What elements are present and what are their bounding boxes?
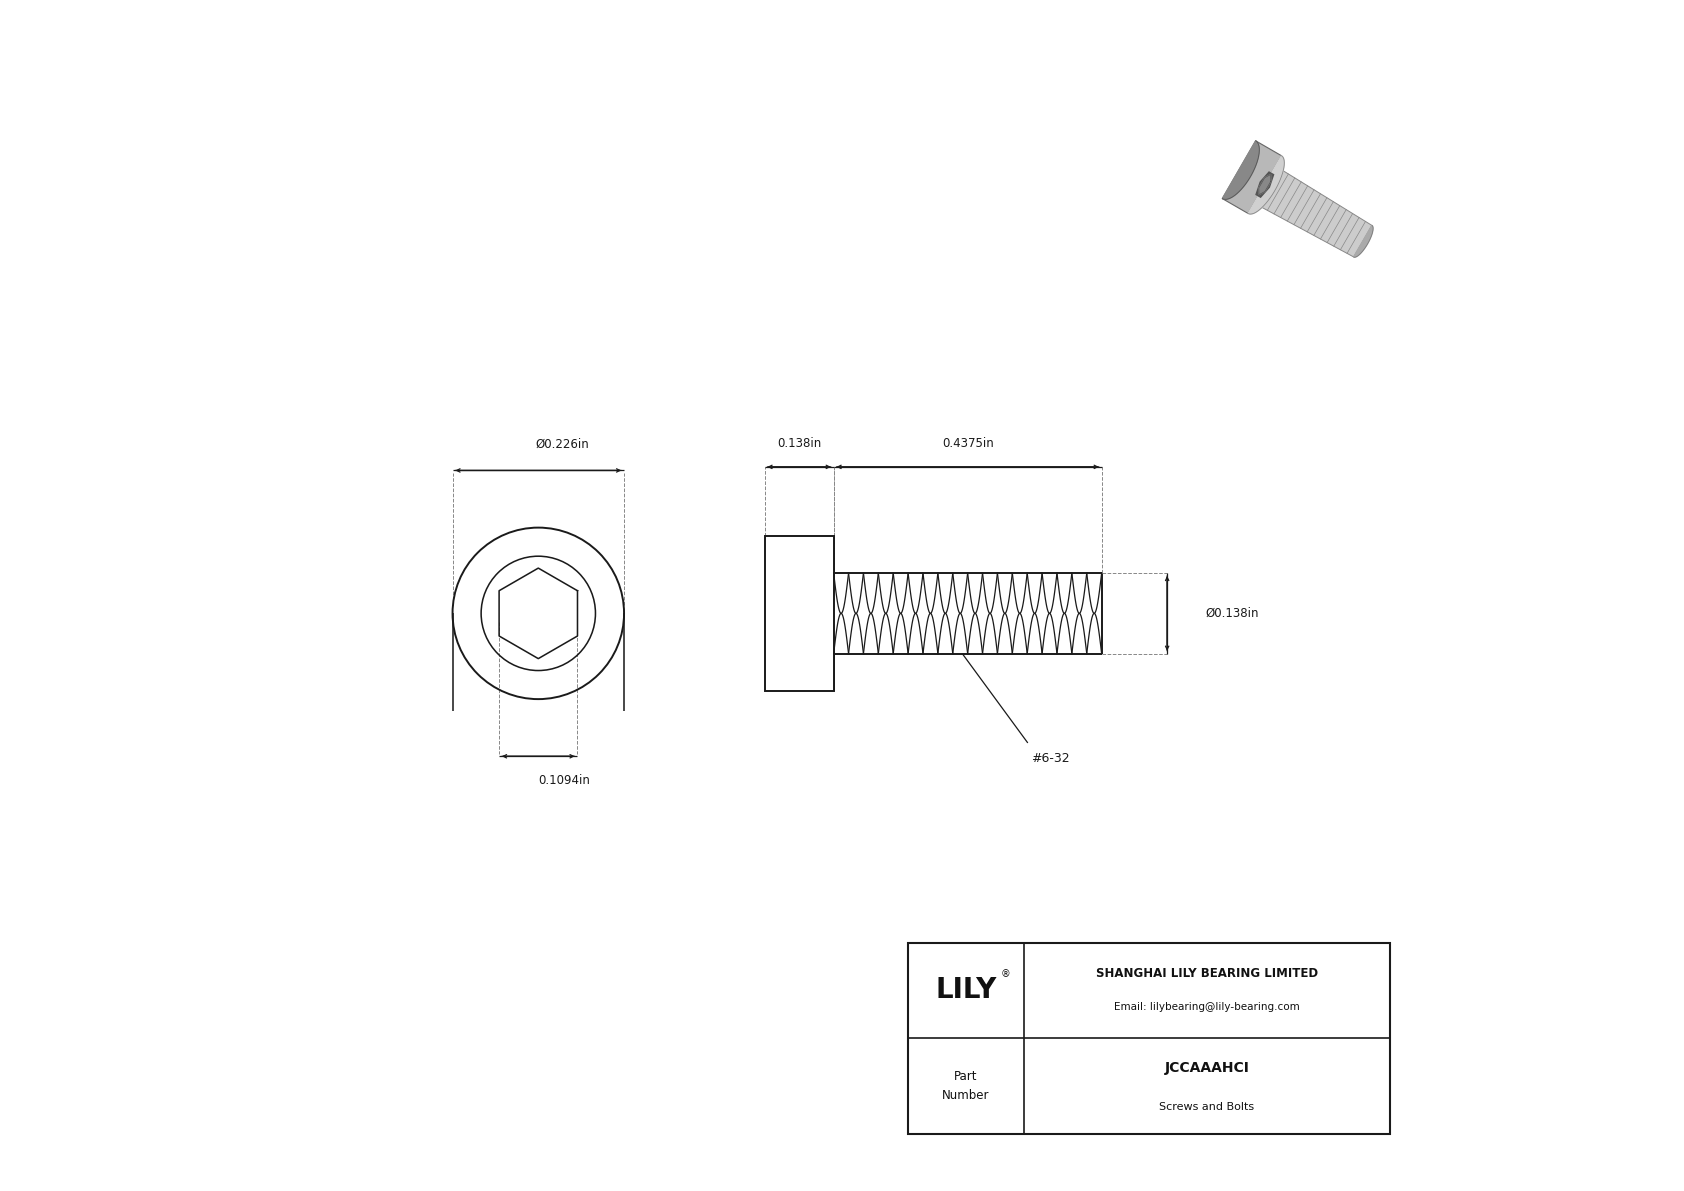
Text: Ø0.138in: Ø0.138in <box>1206 607 1260 619</box>
Text: SHANGHAI LILY BEARING LIMITED: SHANGHAI LILY BEARING LIMITED <box>1096 967 1319 980</box>
Text: 0.1094in: 0.1094in <box>539 774 591 786</box>
Polygon shape <box>1223 141 1260 199</box>
Polygon shape <box>1255 166 1372 257</box>
Bar <box>908 943 1389 1134</box>
Polygon shape <box>1354 225 1372 257</box>
Text: LILY: LILY <box>935 977 997 1004</box>
Polygon shape <box>1260 175 1271 194</box>
Text: JCCAAAHCI: JCCAAAHCI <box>1165 1061 1250 1075</box>
Bar <box>908 943 1389 1134</box>
Text: #6-32: #6-32 <box>1031 753 1069 766</box>
Text: ®: ® <box>1000 968 1010 979</box>
Text: Part
Number: Part Number <box>941 1070 990 1102</box>
Bar <box>765 536 834 691</box>
Text: 0.4375in: 0.4375in <box>941 437 994 449</box>
Polygon shape <box>1256 172 1273 198</box>
Polygon shape <box>1248 156 1285 214</box>
Text: Email: lilybearing@lily-bearing.com: Email: lilybearing@lily-bearing.com <box>1115 1003 1300 1012</box>
Text: Screws and Bolts: Screws and Bolts <box>1160 1102 1255 1112</box>
Polygon shape <box>1223 141 1282 213</box>
Text: Ø0.226in: Ø0.226in <box>536 438 589 450</box>
Text: 0.138in: 0.138in <box>776 437 822 449</box>
